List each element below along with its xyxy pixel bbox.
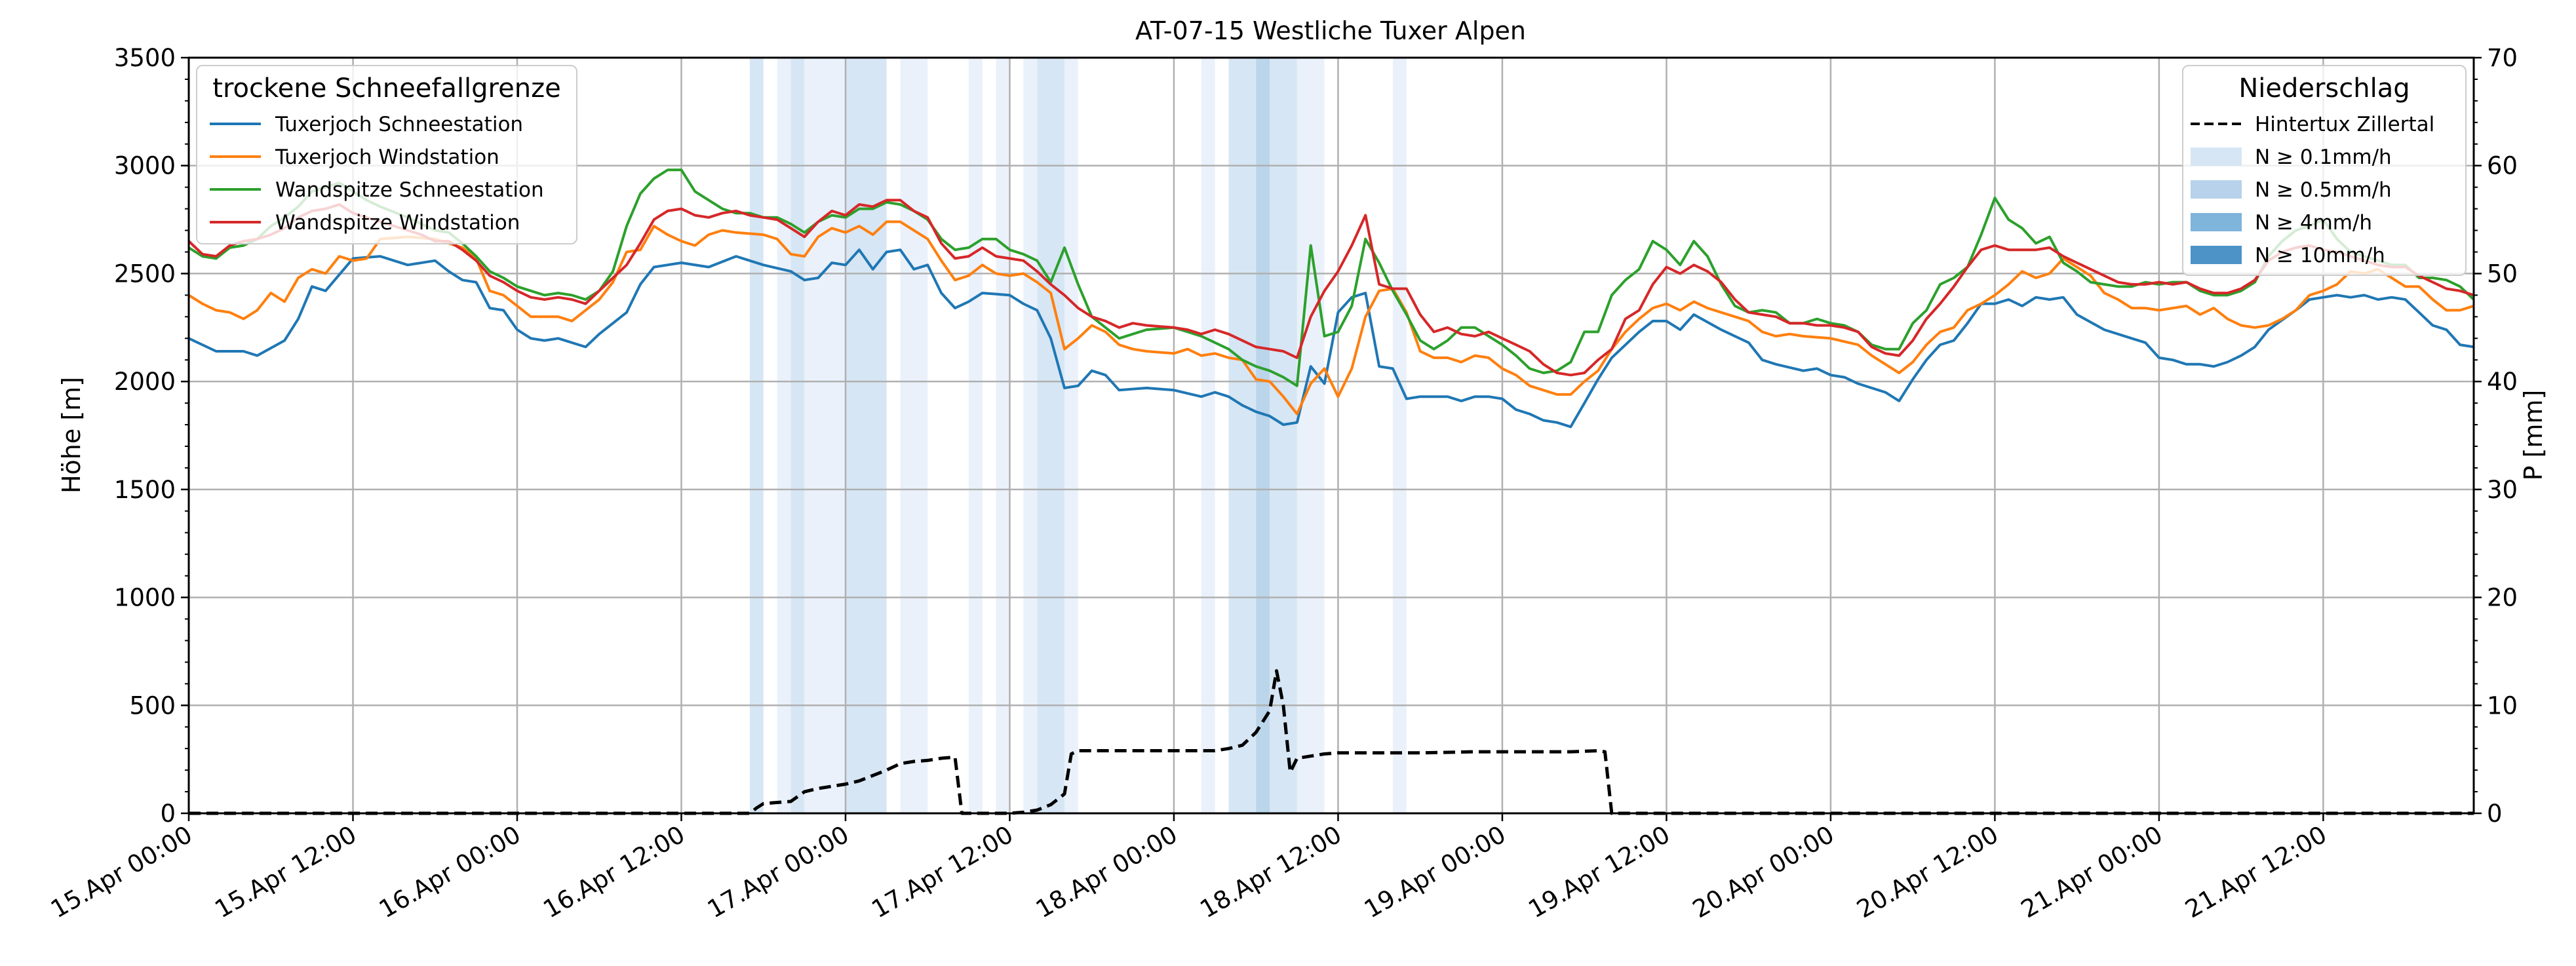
precip-band [1201, 58, 1215, 813]
precipitation-intensity-bands [749, 58, 1407, 813]
x-tick-label: 17.Apr 12:00 [867, 821, 1018, 924]
x-tick-label: 21.Apr 00:00 [2016, 821, 2167, 924]
precip-band [777, 58, 791, 813]
series-line-tuxerjoch-schneestation [188, 248, 2474, 429]
x-tick-label: 20.Apr 00:00 [1688, 821, 1839, 924]
chart-title: AT-07-15 Westliche Tuxer Alpen [1135, 16, 1526, 45]
legend-precipitation: Niederschlag Hintertux Zillertal N ≥ 0.1… [2182, 65, 2467, 276]
x-tick-label: 18.Apr 00:00 [1031, 821, 1182, 924]
y-tick-label-left: 2000 [114, 368, 176, 396]
x-tick-label: 19.Apr 12:00 [1523, 821, 1674, 924]
x-tick-label: 16.Apr 00:00 [374, 821, 525, 924]
x-tick-label: 15.Apr 00:00 [46, 821, 197, 924]
legend-label-tuxerjoch-schneestation: Tuxerjoch Schneestation [275, 113, 523, 136]
legend-frame [196, 65, 577, 244]
legend-label-hintertux-zillertal: Hintertux Zillertal [2255, 113, 2434, 136]
y-tick-label-left: 500 [129, 691, 176, 720]
legend-title: Niederschlag [2238, 73, 2410, 104]
y-tick-label-left: 3000 [114, 152, 176, 180]
precip-band [1256, 58, 1270, 813]
legend-swatch-n-0-5 [2191, 180, 2242, 199]
y-axis-left-label: Höhe [m] [57, 377, 86, 493]
y-tick-label-right: 70 [2487, 44, 2518, 72]
series-line-tuxerjoch-windstation [187, 220, 2474, 415]
y-tick-label-left: 2500 [114, 260, 176, 288]
y-tick-label-right: 20 [2487, 584, 2518, 612]
y-tick-label-right: 40 [2487, 368, 2518, 396]
y-tick-label-left: 0 [160, 800, 176, 828]
x-tick-label: 18.Apr 12:00 [1196, 821, 1346, 924]
series-line-wandspitze-windstation [187, 199, 2474, 377]
precip-band [1023, 58, 1038, 813]
series-line-hintertux-zillertal [189, 669, 2474, 815]
precip-band [1270, 58, 1297, 813]
y-tick-label-left: 1500 [114, 476, 176, 504]
y-axis-right-label: P [mm] [2519, 390, 2548, 481]
precip-band [1064, 58, 1078, 813]
precip-band [1392, 58, 1407, 813]
precip-band [1297, 58, 1325, 813]
y-tick-label-right: 50 [2487, 260, 2518, 288]
precip-band [968, 58, 983, 813]
precip-band [749, 58, 764, 813]
legend-swatch-n-4 [2191, 213, 2242, 231]
plot-frame [187, 56, 2475, 815]
precip-band [900, 58, 928, 813]
legend-swatch-n-10 [2191, 246, 2242, 264]
y-tick-label-right: 0 [2487, 800, 2503, 828]
legend-label-n-0-1: N ≥ 0.1mm/h [2255, 145, 2392, 169]
precip-band [996, 58, 1010, 813]
legend-label-n-10: N ≥ 10mm/h [2255, 244, 2385, 267]
legend-snowfall-limit: trockene Schneefallgrenze Tuxerjoch Schn… [196, 65, 577, 244]
y-tick-label-right: 10 [2487, 691, 2518, 720]
legend-label-n-0-5: N ≥ 0.5mm/h [2255, 178, 2392, 202]
x-tick-label: 19.Apr 00:00 [1359, 821, 1510, 924]
precip-band [1037, 58, 1064, 813]
legend-label-n-4: N ≥ 4mm/h [2255, 211, 2372, 235]
precip-band [1228, 58, 1257, 813]
y-tick-label-left: 3500 [114, 44, 176, 72]
series-line-wandspitze-schneestation [187, 168, 2475, 387]
legend-label-tuxerjoch-windstation: Tuxerjoch Windstation [275, 145, 499, 169]
precip-band [804, 58, 846, 813]
legend-title: trockene Schneefallgrenze [212, 73, 560, 104]
legend-swatch-n-0-1 [2191, 147, 2242, 166]
y-tick-label-right: 30 [2487, 476, 2518, 504]
x-tick-label: 20.Apr 12:00 [1852, 821, 2002, 924]
x-tick-label: 21.Apr 12:00 [2180, 821, 2331, 924]
legend-frame [2182, 65, 2467, 276]
legend-label-wandspitze-schneestation: Wandspitze Schneestation [275, 178, 544, 202]
y-tick-label-right: 60 [2487, 152, 2518, 180]
precip-band [845, 58, 887, 813]
x-tick-label: 15.Apr 12:00 [210, 821, 361, 924]
data-series-group [187, 168, 2475, 815]
x-tick-label: 16.Apr 12:00 [539, 821, 690, 924]
x-tick-label: 17.Apr 00:00 [703, 821, 853, 924]
legend-label-wandspitze-windstation: Wandspitze Windstation [275, 211, 520, 235]
precip-band [790, 58, 805, 813]
y-tick-label-left: 1000 [114, 584, 176, 612]
